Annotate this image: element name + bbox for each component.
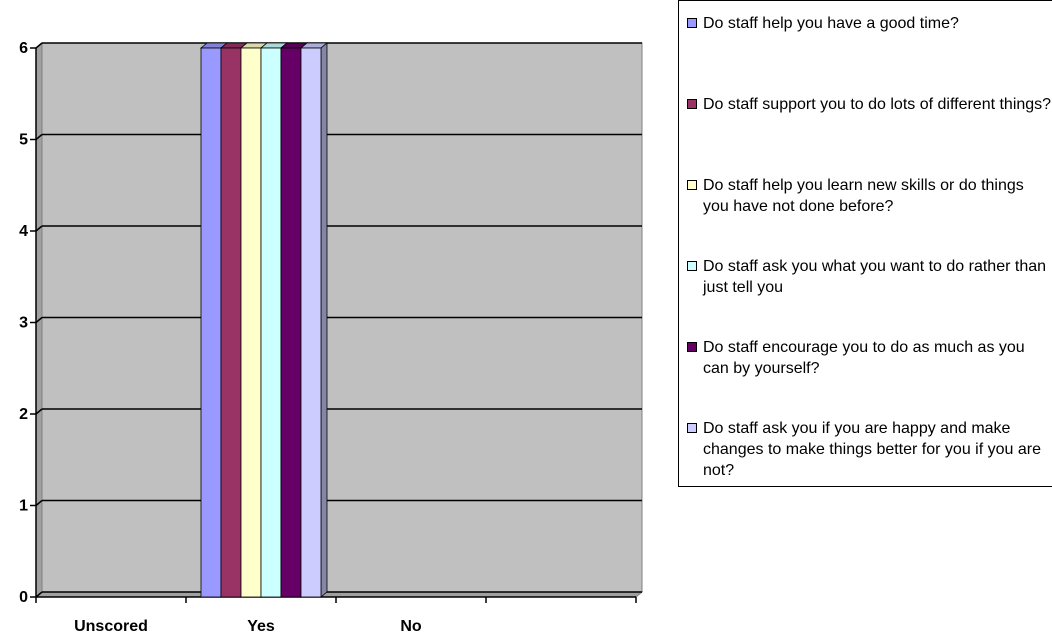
grid-line-side xyxy=(35,133,43,141)
legend-swatch xyxy=(687,180,697,190)
bar xyxy=(220,47,242,598)
legend-entry: Do staff ask you if you are happy and ma… xyxy=(683,418,1052,481)
legend-label: Do staff support you to do lots of diffe… xyxy=(703,96,1052,113)
y-tick-label: 4 xyxy=(19,223,28,240)
x-tick-label: No xyxy=(400,618,422,635)
legend-label: Do staff help you have a good time? xyxy=(703,15,959,32)
legend-swatch xyxy=(687,342,697,352)
legend-entry: Do staff help you learn new skills or do… xyxy=(683,175,1052,217)
legend-label: Do staff ask you if you are happy and ma… xyxy=(703,420,1041,479)
legend: Do staff help you have a good time? Do st… xyxy=(678,0,1052,487)
y-tick-label: 6 xyxy=(19,40,28,57)
chart: 0 1 2 3 4 5 6 Unscored Yes No xyxy=(19,40,644,635)
y-tick-label: 5 xyxy=(19,132,28,149)
legend-swatch xyxy=(687,423,697,433)
y-tick-label: 0 xyxy=(19,589,28,606)
bar xyxy=(280,47,302,598)
bar xyxy=(260,47,282,598)
y-tick-label: 1 xyxy=(19,498,28,515)
grid-line-side xyxy=(35,316,43,324)
legend-label: Do staff ask you what you want to do rat… xyxy=(703,258,1047,296)
legend-entry: Do staff help you have a good time? xyxy=(683,13,1052,34)
legend-label: Do staff help you learn new skills or do… xyxy=(703,177,1024,215)
bar xyxy=(200,47,222,598)
legend-swatch xyxy=(687,261,697,271)
legend-entry: Do staff ask you what you want to do rat… xyxy=(683,256,1052,298)
x-tick-label: Yes xyxy=(247,618,275,635)
legend-swatch xyxy=(687,18,697,28)
legend-entry: Do staff encourage you to do as much as … xyxy=(683,337,1052,379)
x-tick-label: Unscored xyxy=(74,618,148,635)
legend-entry: Do staff support you to do lots of diffe… xyxy=(683,94,1052,115)
y-tick-label: 3 xyxy=(19,315,28,332)
legend-label: Do staff encourage you to do as much as … xyxy=(703,339,1025,377)
grid-line-side xyxy=(35,225,43,232)
grid-line-side xyxy=(35,408,43,415)
bar xyxy=(300,47,322,598)
bar-side xyxy=(320,42,328,598)
legend-swatch xyxy=(687,99,697,109)
grid-line-side xyxy=(35,499,43,507)
grid-line-side xyxy=(35,591,43,598)
bar xyxy=(240,47,262,598)
grid-line-side xyxy=(35,42,43,49)
y-tick-label: 2 xyxy=(19,406,28,423)
